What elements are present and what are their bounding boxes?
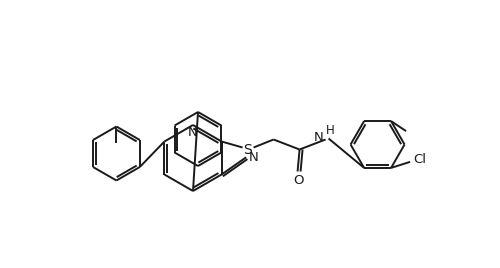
Text: N: N — [314, 131, 324, 144]
Text: S: S — [243, 143, 252, 157]
Text: Cl: Cl — [413, 153, 426, 166]
Text: N: N — [249, 151, 259, 164]
Text: O: O — [294, 173, 304, 187]
Text: N: N — [188, 126, 198, 139]
Text: H: H — [326, 124, 334, 136]
